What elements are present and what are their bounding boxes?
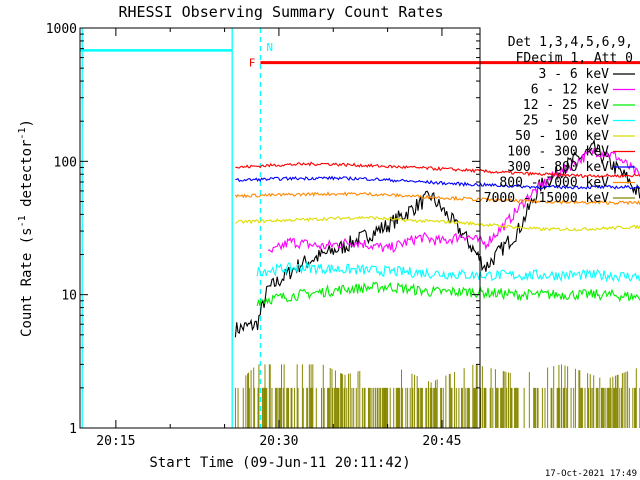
time-segment-markers <box>80 28 262 428</box>
y-tick-label: 1 <box>69 422 77 437</box>
footer-timestamp: 17-Oct-2021 17:49 <box>545 469 637 479</box>
flag-markers: NFS <box>249 41 640 70</box>
series-5-line <box>235 161 640 179</box>
series-7-line <box>234 191 640 206</box>
legend-label: 6 - 12 keV <box>531 83 609 98</box>
series-4-line <box>235 215 640 232</box>
x-tick-label: 20:30 <box>259 434 298 449</box>
series-8 <box>234 364 640 428</box>
series-3-line <box>256 260 640 283</box>
legend-label: 50 - 100 keV <box>515 129 609 144</box>
series-3 <box>256 260 640 283</box>
flag-label-F: F <box>249 57 256 70</box>
axes-group: 20:15 20:30 20:45 1 10 100 1000 <box>46 22 480 449</box>
series-group <box>234 138 640 428</box>
legend-entry-8: 7000 - 15000 keV <box>484 191 635 206</box>
x-tick-label: 20:45 <box>422 434 461 449</box>
legend-entry-5: 100 - 300 keV <box>507 145 635 160</box>
legend-entry-2: 12 - 25 keV <box>523 98 635 113</box>
legend-label: 300 - 800 keV <box>507 160 609 175</box>
x-axis-label: Start Time (09-Jun-11 20:11:42) <box>149 455 410 471</box>
legend-label: 7000 - 15000 keV <box>484 191 609 206</box>
series-7 <box>234 191 640 206</box>
legend-entry-7: 800 - 7000 keV <box>499 176 635 191</box>
y-tick-label: 1000 <box>46 22 77 37</box>
flag-F: F <box>249 57 640 70</box>
legend-label: 100 - 300 keV <box>507 145 609 160</box>
chart-title: RHESSI Observing Summary Count Rates <box>118 3 443 21</box>
x-tick-label: 20:15 <box>96 434 135 449</box>
legend-header-line-2: FDecim 1, Att 0 <box>516 51 633 66</box>
legend-entry-3: 25 - 50 keV <box>523 114 635 129</box>
legend-label: 12 - 25 keV <box>523 98 609 113</box>
legend-entry-0: 3 - 6 keV <box>539 67 635 82</box>
series-0 <box>234 138 640 338</box>
legend-label: 3 - 6 keV <box>539 67 610 82</box>
legend-entry-4: 50 - 100 keV <box>515 129 635 144</box>
plot-frame <box>79 27 481 429</box>
legend-label: 25 - 50 keV <box>523 114 609 129</box>
y-axis-label: Count Rate (s-1 detector-1) <box>17 119 35 337</box>
flag-N: N <box>266 41 273 54</box>
series-2 <box>256 281 640 307</box>
y-tick-label: 100 <box>54 155 77 170</box>
series-4 <box>235 215 640 232</box>
legend-entry-6: 300 - 800 keV <box>507 160 635 175</box>
flag-label-N: N <box>266 41 273 54</box>
series-6 <box>235 175 640 190</box>
legend-label: 800 - 7000 keV <box>499 176 609 191</box>
series-0-line <box>234 138 640 338</box>
legend-entry-1: 6 - 12 keV <box>531 83 635 98</box>
y-tick-label: 10 <box>61 289 77 304</box>
series-2-line <box>256 281 640 307</box>
series-6-line <box>235 175 640 190</box>
legend-header-line-1: Det 1,3,4,5,6,9, <box>508 35 633 50</box>
series-5 <box>235 161 640 179</box>
